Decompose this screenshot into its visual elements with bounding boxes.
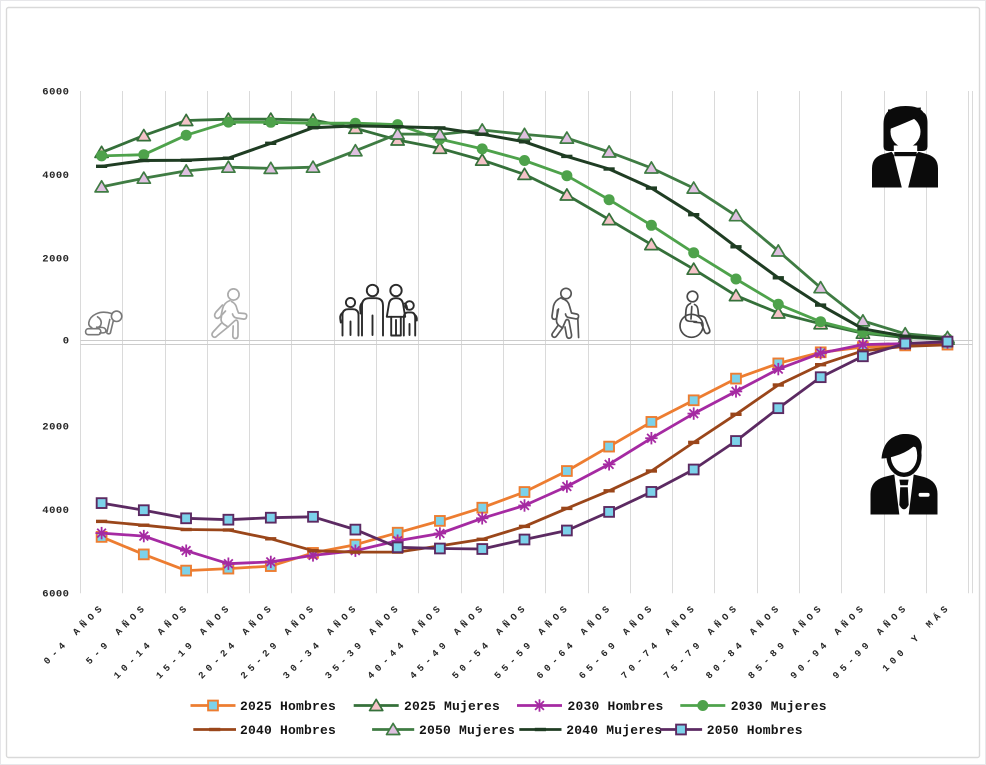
svg-text:2040 Hombres: 2040 Hombres [240, 723, 336, 738]
svg-text:2025 Mujeres: 2025 Mujeres [404, 699, 500, 714]
svg-text:2000: 2000 [42, 253, 69, 265]
svg-text:2050 Hombres: 2050 Hombres [707, 723, 803, 738]
svg-text:6000: 6000 [42, 87, 69, 99]
svg-text:2050 Mujeres: 2050 Mujeres [419, 723, 515, 738]
svg-text:2030 Hombres: 2030 Hombres [568, 699, 664, 714]
svg-text:6000: 6000 [42, 588, 69, 600]
svg-text:0: 0 [63, 336, 70, 348]
svg-text:4000: 4000 [42, 170, 69, 182]
svg-text:2030 Mujeres: 2030 Mujeres [731, 699, 827, 714]
svg-text:4000: 4000 [42, 505, 69, 517]
svg-text:2025 Hombres: 2025 Hombres [240, 699, 336, 714]
svg-text:2000: 2000 [42, 422, 69, 434]
svg-text:2040 Mujeres: 2040 Mujeres [566, 723, 662, 738]
